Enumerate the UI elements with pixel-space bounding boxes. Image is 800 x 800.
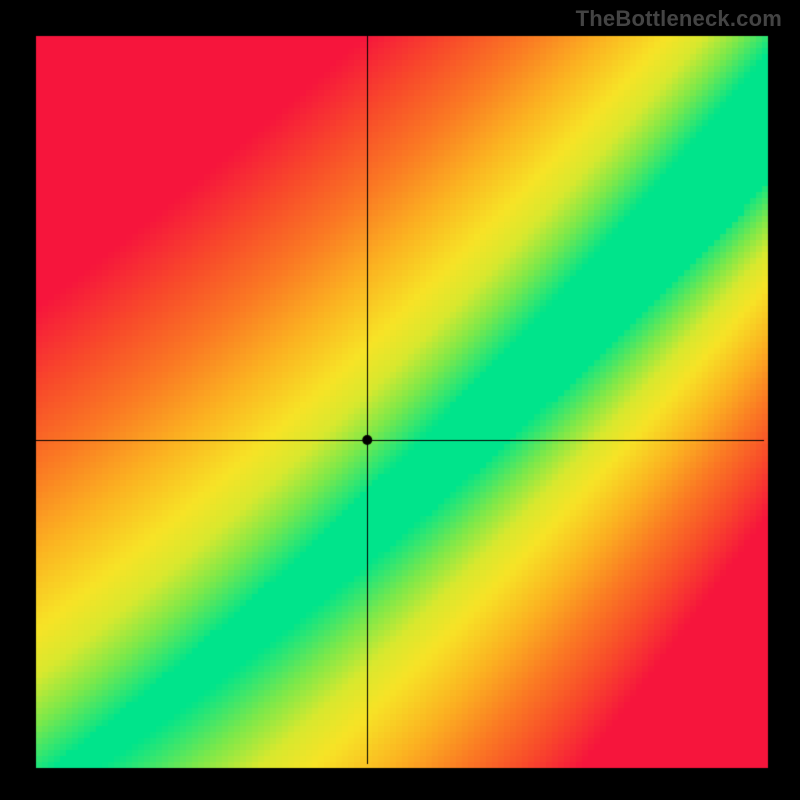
- watermark-text: TheBottleneck.com: [576, 6, 782, 32]
- bottleneck-heatmap: [0, 0, 800, 800]
- chart-container: TheBottleneck.com: [0, 0, 800, 800]
